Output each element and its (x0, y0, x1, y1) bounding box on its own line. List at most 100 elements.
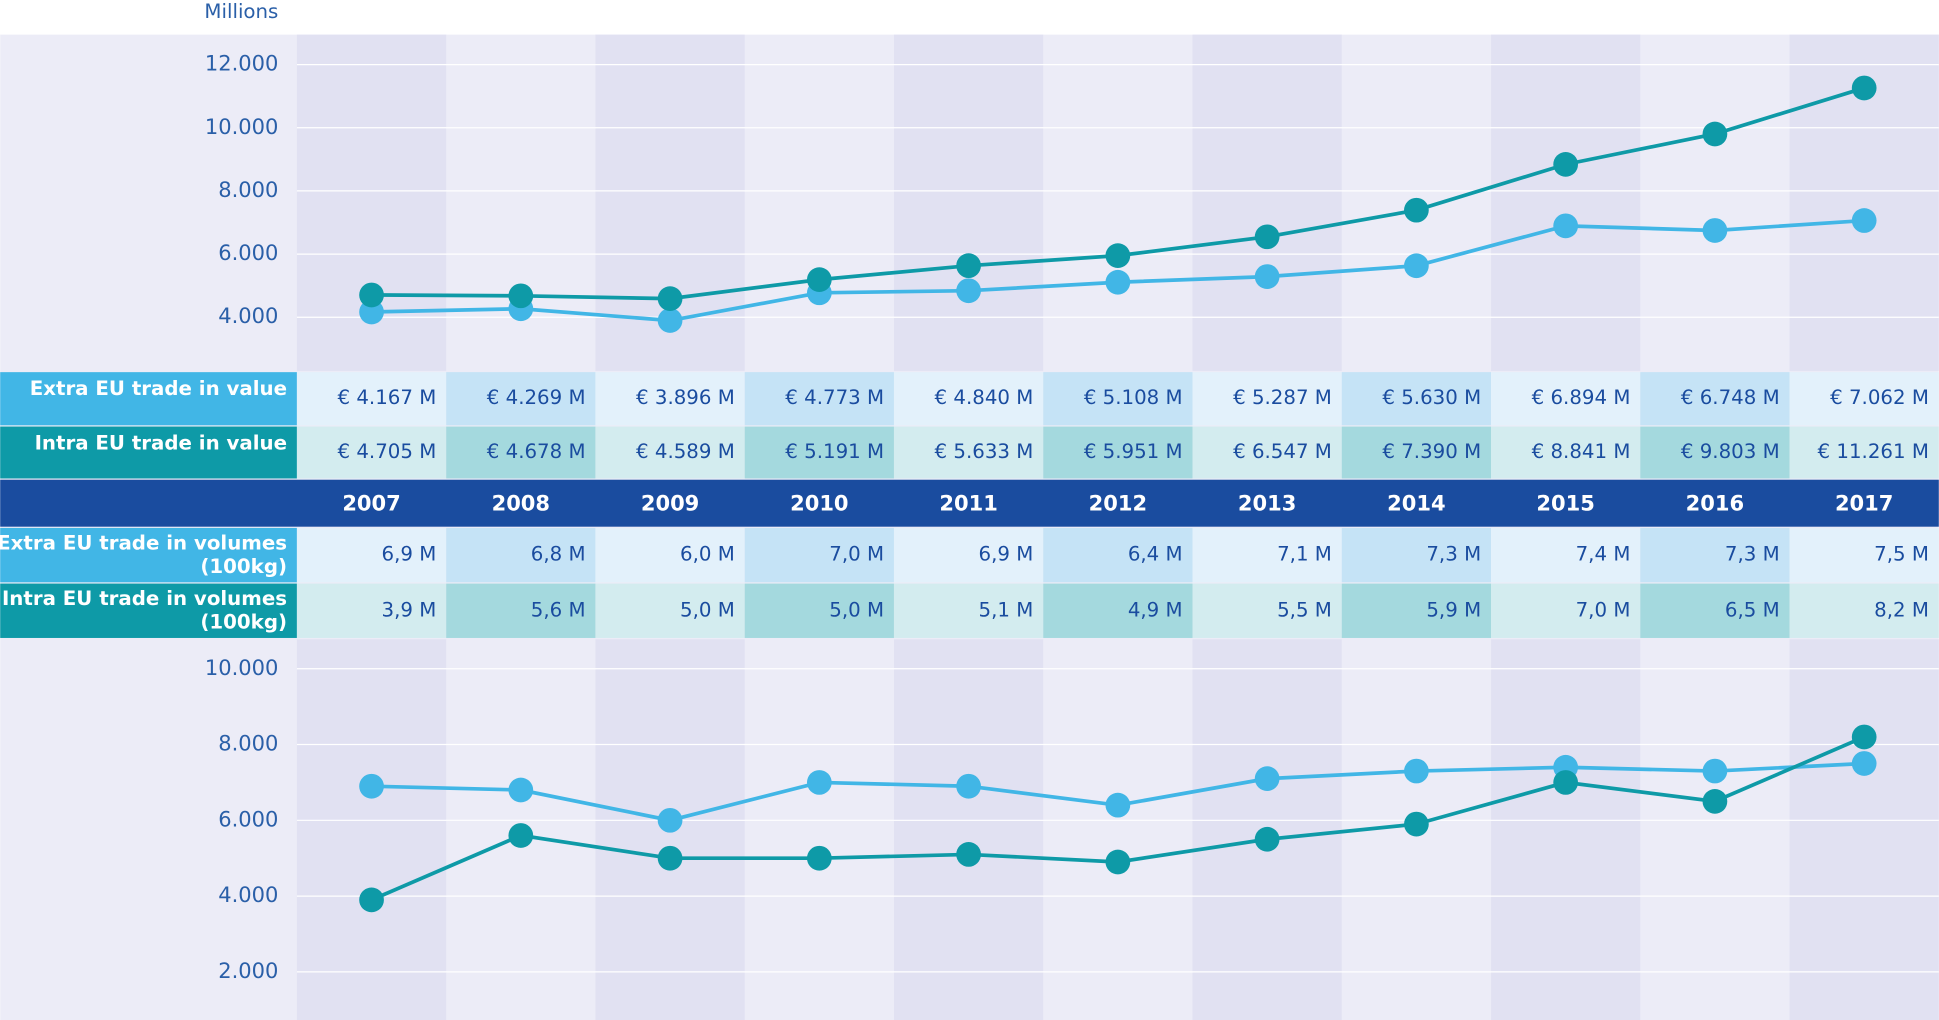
table-value: € 11.261 M (1818, 440, 1929, 463)
row-label-cell (0, 527, 297, 583)
table-value: 7,3 M (1725, 543, 1780, 566)
data-point (1702, 121, 1728, 147)
column-band (893, 34, 1044, 371)
table-cell (1491, 426, 1641, 479)
table-cell (296, 527, 447, 583)
table-cell (744, 372, 894, 426)
table-value: 7,1 M (1277, 543, 1332, 566)
table-value: € 5.951 M (1084, 440, 1183, 463)
table-value: € 8.841 M (1532, 440, 1631, 463)
table-value: 3,9 M (382, 598, 437, 621)
y-tick-label: 8.000 (218, 177, 278, 202)
y-tick-label: 6.000 (218, 240, 278, 265)
table-value: € 4.167 M (338, 386, 437, 409)
data-point (1254, 224, 1280, 250)
table-cell (1341, 372, 1492, 426)
data-point (359, 282, 384, 308)
data-point (956, 842, 981, 867)
table-value: 5,5 M (1277, 598, 1332, 621)
table-value: 6,9 M (382, 543, 437, 566)
x-tick-label: 2013 (1238, 490, 1296, 515)
table-cell (1491, 527, 1641, 583)
table-cell (1192, 583, 1342, 638)
table-cell (1043, 527, 1193, 583)
data-point (1553, 213, 1579, 239)
row-label-cell (0, 426, 297, 479)
row-label: Extra EU trade in volumes (0, 532, 287, 555)
data-point (1553, 152, 1579, 177)
y-tick-label: 12.000 (205, 51, 278, 76)
table-value: 6,0 M (680, 543, 735, 566)
table-value: 6,8 M (531, 543, 586, 566)
y-tick-label: 6.000 (218, 806, 278, 831)
table-value: 7,4 M (1576, 543, 1631, 566)
data-point (1404, 197, 1429, 223)
y-tick-label: 10.000 (205, 114, 278, 139)
y-tick-label: 2.000 (218, 958, 278, 983)
table-value: € 7.062 M (1830, 386, 1929, 409)
table-value: 5,0 M (680, 598, 735, 621)
table-value: 5,1 M (979, 598, 1034, 621)
table-value: 7,0 M (829, 543, 884, 566)
table-value: 7,3 M (1426, 543, 1481, 566)
data-point (508, 777, 534, 803)
table-cell (1491, 372, 1641, 426)
x-tick-label: 2014 (1387, 490, 1445, 515)
data-point (806, 267, 832, 292)
table-cell (446, 372, 596, 426)
table-cell (446, 426, 596, 479)
x-tick-label: 2011 (939, 490, 997, 515)
x-tick-label: 2010 (790, 490, 848, 515)
data-point (1702, 758, 1728, 784)
column-band (1491, 34, 1641, 371)
data-point (657, 807, 683, 833)
table-value: 8,2 M (1874, 598, 1929, 621)
table-cell (446, 527, 596, 583)
data-point (1254, 766, 1280, 792)
table-cell (595, 372, 745, 426)
data-point (1851, 724, 1877, 750)
data-point (1105, 269, 1131, 295)
table-value: € 4.840 M (935, 386, 1034, 409)
x-tick-label: 2008 (492, 490, 550, 515)
column-band (1192, 34, 1342, 371)
row-label: Intra EU trade in volumes (2, 587, 287, 610)
data-point (1404, 253, 1429, 279)
table-cell (1789, 527, 1939, 583)
x-tick-label: 2016 (1686, 490, 1744, 515)
data-point (508, 283, 534, 309)
table-value: 7,5 M (1874, 543, 1929, 566)
table-value: 5,6 M (531, 598, 586, 621)
table-cell (1640, 426, 1790, 479)
table-cell (595, 426, 745, 479)
row-label: Intra EU trade in value (35, 431, 287, 454)
data-point (1105, 849, 1131, 875)
data-point (657, 286, 683, 311)
data-point (1851, 751, 1877, 776)
table-cell (296, 372, 447, 426)
table-cell (1043, 372, 1193, 426)
data-point (1254, 264, 1280, 289)
data-point (1254, 826, 1280, 852)
table-cell (296, 426, 447, 479)
table-value: € 9.803 M (1681, 440, 1780, 463)
table-cell (296, 583, 447, 638)
data-point (806, 770, 832, 795)
table-value: € 5.633 M (935, 440, 1034, 463)
data-point (1851, 75, 1877, 101)
table-value: € 4.589 M (636, 440, 735, 463)
data-point (956, 278, 981, 304)
table-cell (893, 372, 1044, 426)
table-cell (1640, 527, 1790, 583)
axis-unit-label: Millions (204, 0, 278, 23)
column-band (1491, 639, 1641, 1020)
table-cell (1491, 583, 1641, 638)
data-point (1702, 789, 1728, 814)
data-point (657, 308, 683, 333)
row-label-cell (0, 583, 297, 638)
x-tick-label: 2007 (342, 490, 400, 515)
row-label-cell (0, 372, 297, 426)
table-cell (1789, 372, 1939, 426)
table-cell (1640, 583, 1790, 638)
table-value: € 4.705 M (338, 440, 437, 463)
